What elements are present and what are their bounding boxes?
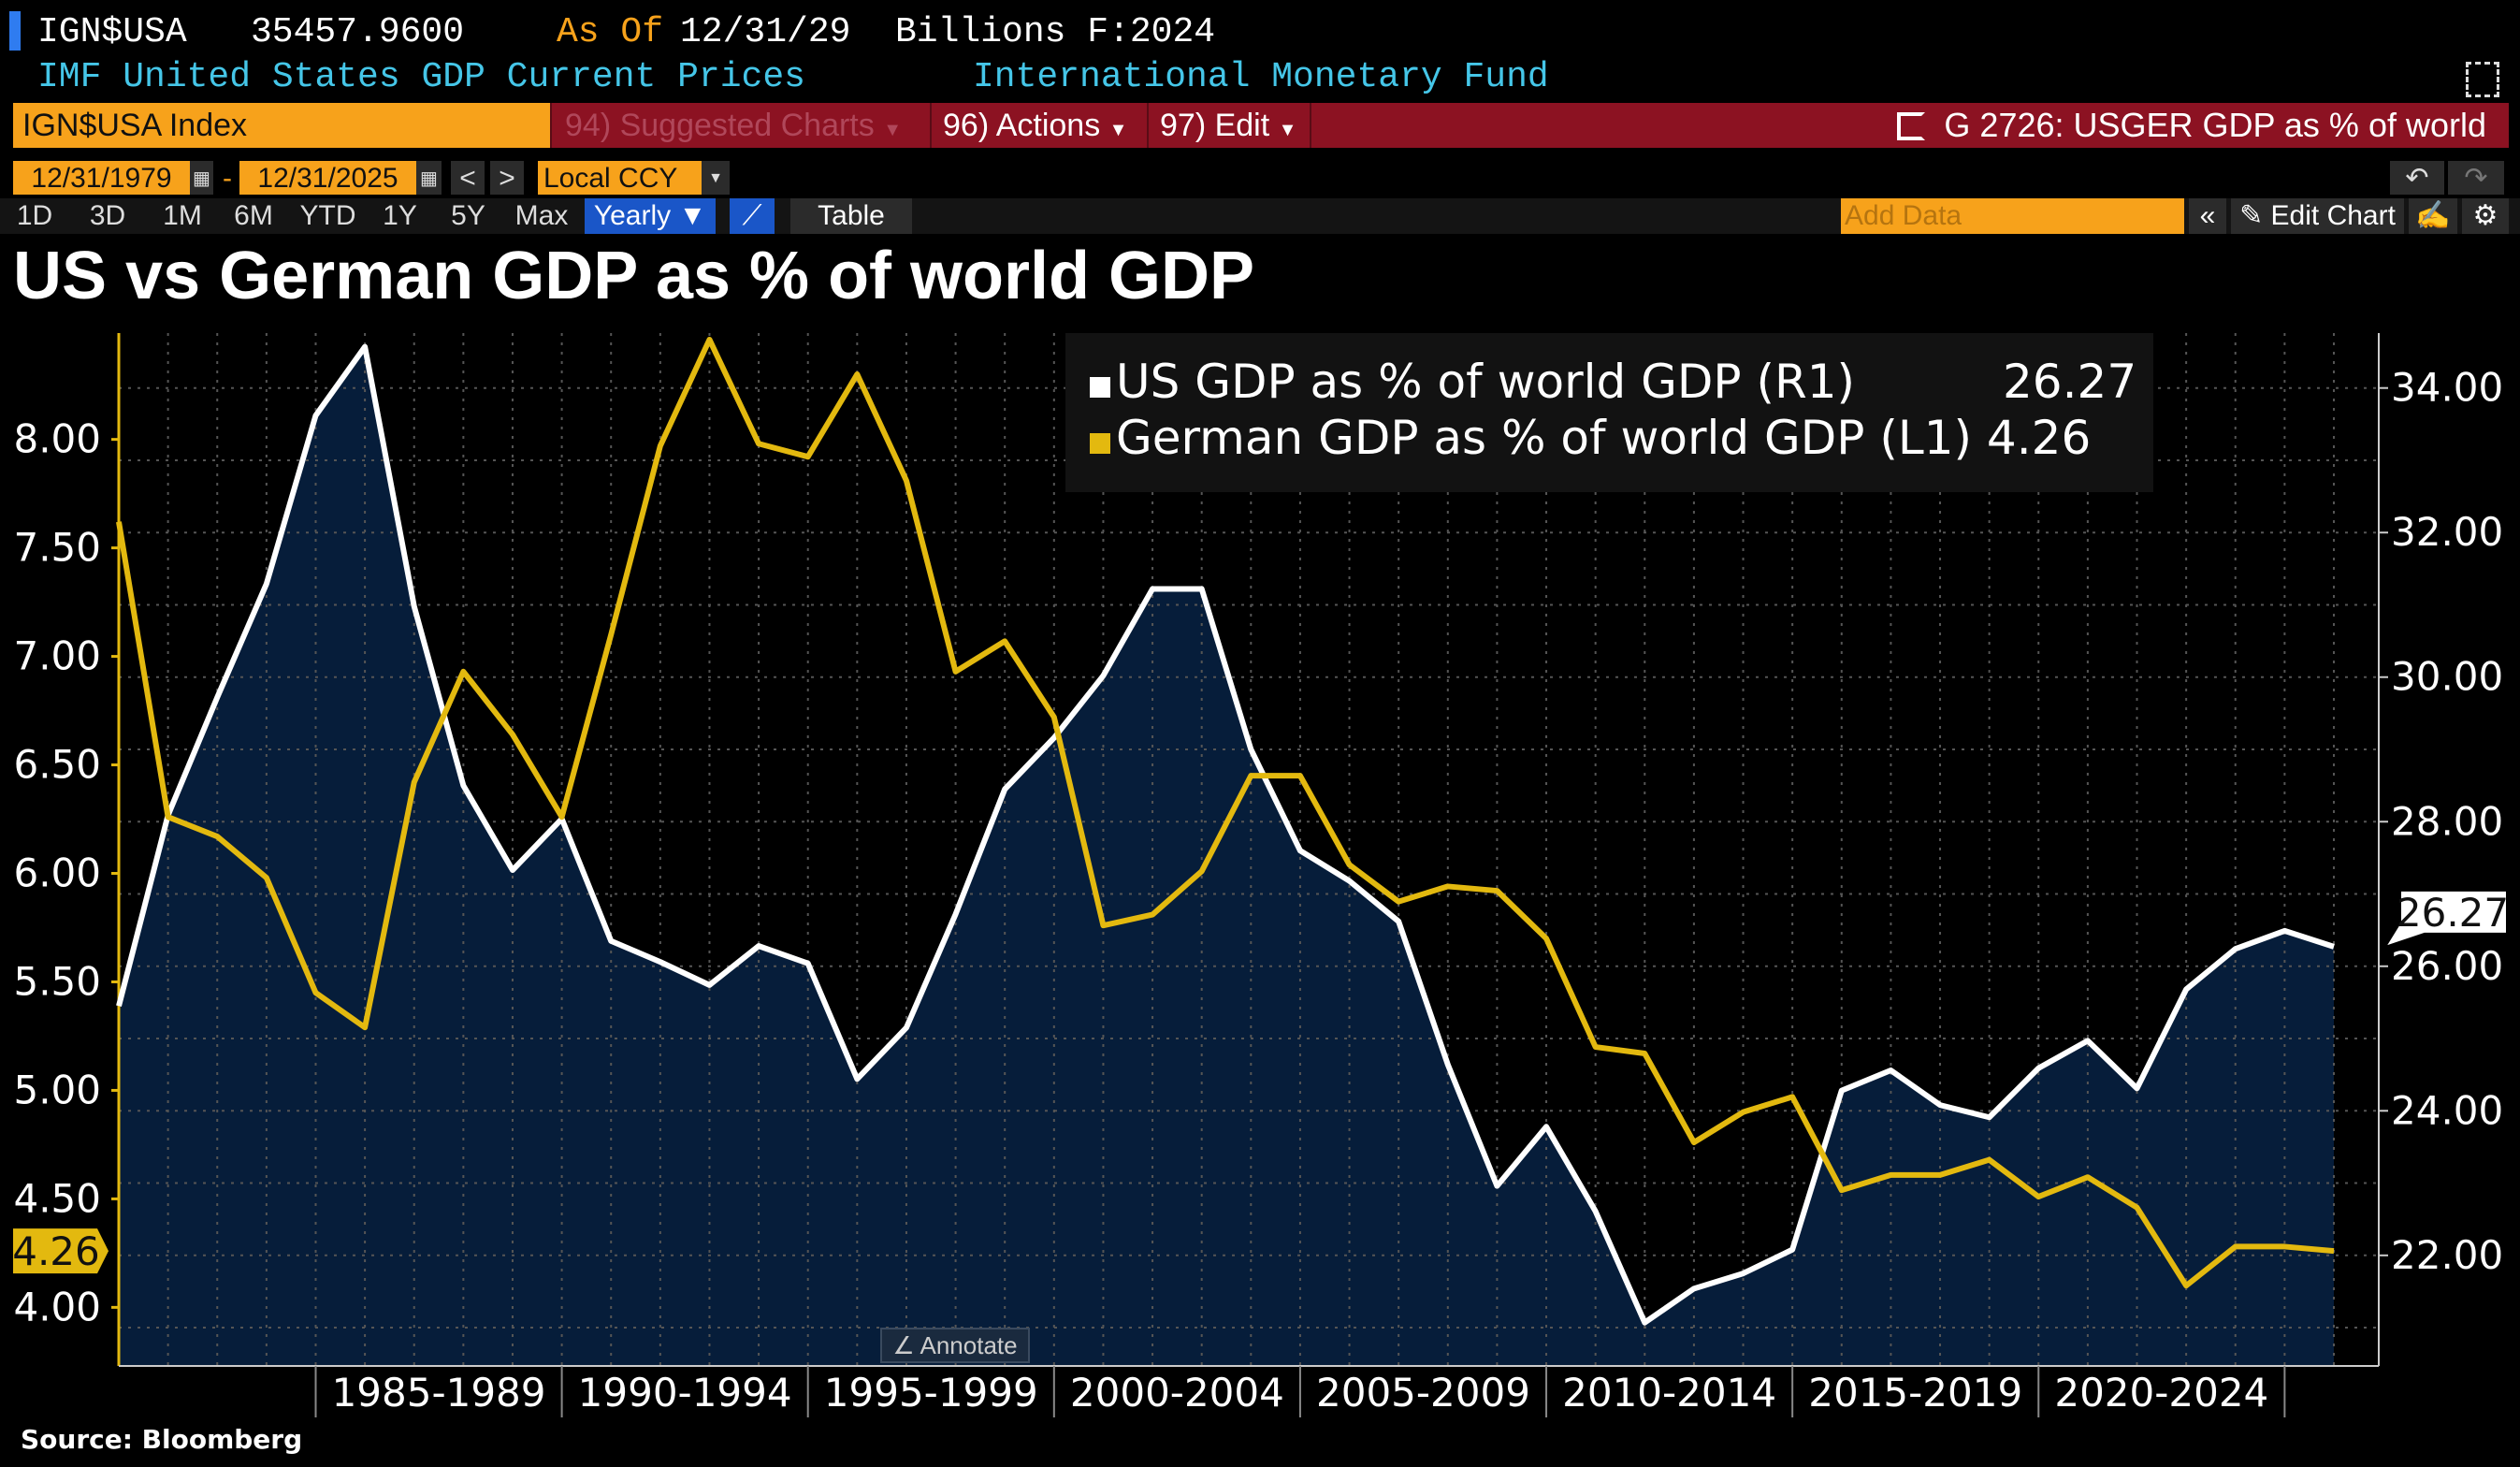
x-period-label: 2015-2019 — [1808, 1370, 2022, 1416]
timeframe-3d[interactable]: 3D — [89, 200, 126, 231]
left-tick-label: 6.50 — [13, 742, 101, 788]
ticker: IGN$USA — [37, 12, 187, 52]
external-link-icon — [1897, 112, 1926, 140]
x-period-label: 2020-2024 — [2054, 1370, 2268, 1416]
x-period-label: 1995-1999 — [824, 1370, 1038, 1416]
x-period-label: 2005-2009 — [1316, 1370, 1530, 1416]
timeframe-6m[interactable]: 6M — [234, 200, 273, 231]
suggested-charts-label: 94) Suggested Charts — [565, 108, 875, 143]
chevron-down-icon: ▼ — [1278, 120, 1297, 140]
left-tick-label: 8.00 — [13, 416, 101, 462]
legend-value-germany: 4.26 — [1986, 411, 2092, 465]
german-last-value-tag — [13, 1228, 109, 1274]
us-gdp-line — [116, 343, 2335, 1326]
annotate-label: Annotate — [920, 1331, 1018, 1359]
chart-id-label: G 2726: USGER GDP as % of world — [1944, 106, 2486, 144]
left-tick-label: 4.00 — [13, 1284, 101, 1329]
chevron-down-icon: ▼ — [1108, 120, 1128, 140]
left-tick-label: 6.00 — [13, 850, 101, 896]
end-date-input[interactable]: 12/31/2025 — [239, 161, 416, 195]
legend-label-us: US GDP as % of world GDP (R1) — [1116, 355, 1856, 409]
right-tick-label: 34.00 — [2391, 365, 2503, 411]
actions-label: 96) Actions — [943, 108, 1101, 143]
left-tick-label: 7.00 — [13, 633, 101, 679]
actions-menu[interactable]: 96) Actions ▼ — [934, 103, 1149, 148]
command-bar: IGN$USA Index 94) Suggested Charts ▼ 96)… — [13, 103, 2509, 148]
security-description: IMF United States GDP Current Prices — [37, 57, 805, 97]
us-area — [119, 346, 2334, 1366]
right-tick-label: 26.00 — [2391, 943, 2503, 989]
edit-chart-label: Edit Chart — [2270, 200, 2396, 231]
legend-value-us: 26.27 — [2003, 355, 2137, 409]
security-marker — [9, 11, 21, 51]
legend-label-germany: German GDP as % of world GDP (L1) — [1116, 411, 1973, 465]
as-of-date: 12/31/29 — [680, 12, 851, 52]
x-period-label: 1985-1989 — [332, 1370, 546, 1416]
timeframe-1y[interactable]: 1Y — [383, 200, 417, 231]
add-data-input[interactable]: Add Data — [1841, 198, 2184, 234]
suggested-charts-menu[interactable]: 94) Suggested Charts ▼ — [556, 103, 932, 148]
x-period-label: 2010-2014 — [1562, 1370, 1776, 1416]
german-gdp-line — [116, 336, 2335, 1289]
german-last-value: 4.26 — [12, 1228, 100, 1274]
calendar-icon[interactable]: ▦ — [416, 161, 442, 195]
chart-title: US vs German GDP as % of world GDP — [13, 239, 1255, 313]
timeframe-ytd[interactable]: YTD — [299, 200, 356, 231]
start-date-input[interactable]: 12/31/1979 — [13, 161, 190, 195]
currency-select[interactable]: Local CCY — [538, 161, 702, 195]
x-period-label: 2000-2004 — [1070, 1370, 1284, 1416]
x-period-label: 1990-1994 — [578, 1370, 792, 1416]
left-tick-label: 4.50 — [13, 1175, 101, 1221]
line-chart-icon[interactable]: ⟋ — [730, 198, 775, 234]
left-tick-label: 7.50 — [13, 525, 101, 571]
date-separator: - — [223, 163, 232, 194]
undo-icon[interactable]: ↶ — [2390, 161, 2444, 195]
security-input[interactable]: IGN$USA Index — [13, 103, 552, 148]
edit-note-icon[interactable]: ✍ — [2409, 198, 2457, 234]
left-tick-label: 5.00 — [13, 1067, 101, 1112]
table-button[interactable]: Table — [790, 198, 912, 234]
right-tick-label: 22.00 — [2391, 1232, 2503, 1278]
legend: US GDP as % of world GDP (R1) 26.27 Germa… — [1065, 333, 2153, 492]
gear-icon[interactable]: ⚙ — [2462, 198, 2509, 234]
last-value: 35457.9600 — [251, 12, 465, 52]
edit-chart-button[interactable]: ✎ Edit Chart — [2231, 198, 2404, 234]
right-tick-label: 24.00 — [2391, 1087, 2503, 1133]
source-note: Source: Bloomberg — [21, 1424, 303, 1455]
pencil-icon: ✎ — [2239, 200, 2264, 231]
popout-icon[interactable] — [2466, 62, 2499, 97]
us-last-value: 26.27 — [2397, 890, 2509, 936]
legend-swatch-germany — [1090, 433, 1110, 454]
right-tick-label: 30.00 — [2391, 654, 2503, 700]
edit-menu[interactable]: 97) Edit ▼ — [1151, 103, 1311, 148]
legend-swatch-us — [1090, 377, 1110, 398]
us-last-value-tag — [2382, 889, 2508, 949]
right-tick-label: 32.00 — [2391, 509, 2503, 555]
annotate-button[interactable]: ∠ Annotate — [880, 1328, 1030, 1363]
pencil-icon: ∠ — [892, 1331, 915, 1359]
prev-period-button[interactable]: < — [451, 161, 485, 195]
legend-item-germany[interactable]: German GDP as % of world GDP (L1) 4.26 — [1090, 410, 2153, 466]
timeframe-1d[interactable]: 1D — [16, 200, 53, 231]
timeframe-1m[interactable]: 1M — [163, 200, 202, 231]
calendar-icon[interactable]: ▦ — [190, 161, 213, 195]
timeframe-max[interactable]: Max — [514, 200, 569, 231]
right-tick-label: 28.00 — [2391, 798, 2503, 844]
period-select[interactable]: Yearly ▼ — [585, 198, 716, 234]
collapse-button[interactable]: « — [2189, 198, 2226, 234]
chart-id[interactable]: G 2726: USGER GDP as % of world — [1897, 103, 2486, 148]
units: Billions F:2024 — [895, 12, 1216, 52]
next-period-button[interactable]: > — [490, 161, 524, 195]
as-of-label: As Of — [557, 12, 664, 52]
timeframe-5y[interactable]: 5Y — [451, 200, 485, 231]
redo-icon[interactable]: ↷ — [2448, 161, 2504, 195]
source-org: International Monetary Fund — [973, 57, 1549, 97]
legend-item-us[interactable]: US GDP as % of world GDP (R1) 26.27 — [1090, 354, 2153, 410]
chevron-down-icon[interactable]: ▼ — [702, 161, 730, 195]
edit-label: 97) Edit — [1160, 108, 1270, 143]
chevron-down-icon: ▼ — [883, 120, 903, 140]
left-tick-label: 5.50 — [13, 958, 101, 1004]
